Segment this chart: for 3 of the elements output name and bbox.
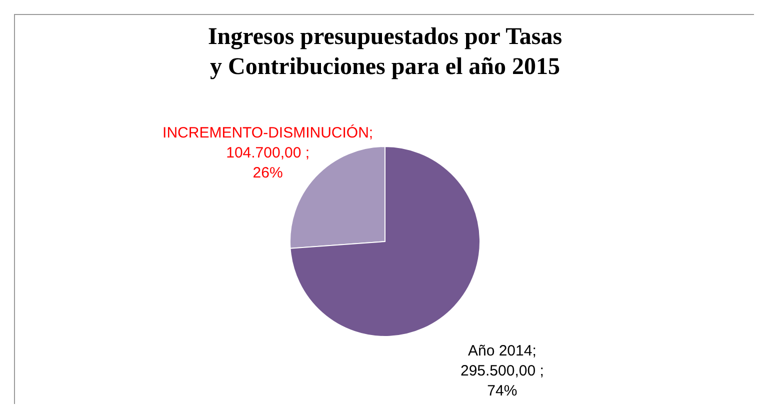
slice-label: Año 2014; 295.500,00 ; 74% — [460, 342, 544, 400]
chart-title: Ingresos presupuestados por Tasas y Contribuciones para el año 2015 — [208, 24, 562, 80]
slice-label: INCREMENTO-DISMINUCIÓN; 104.700,00 ; 26% — [162, 124, 374, 182]
